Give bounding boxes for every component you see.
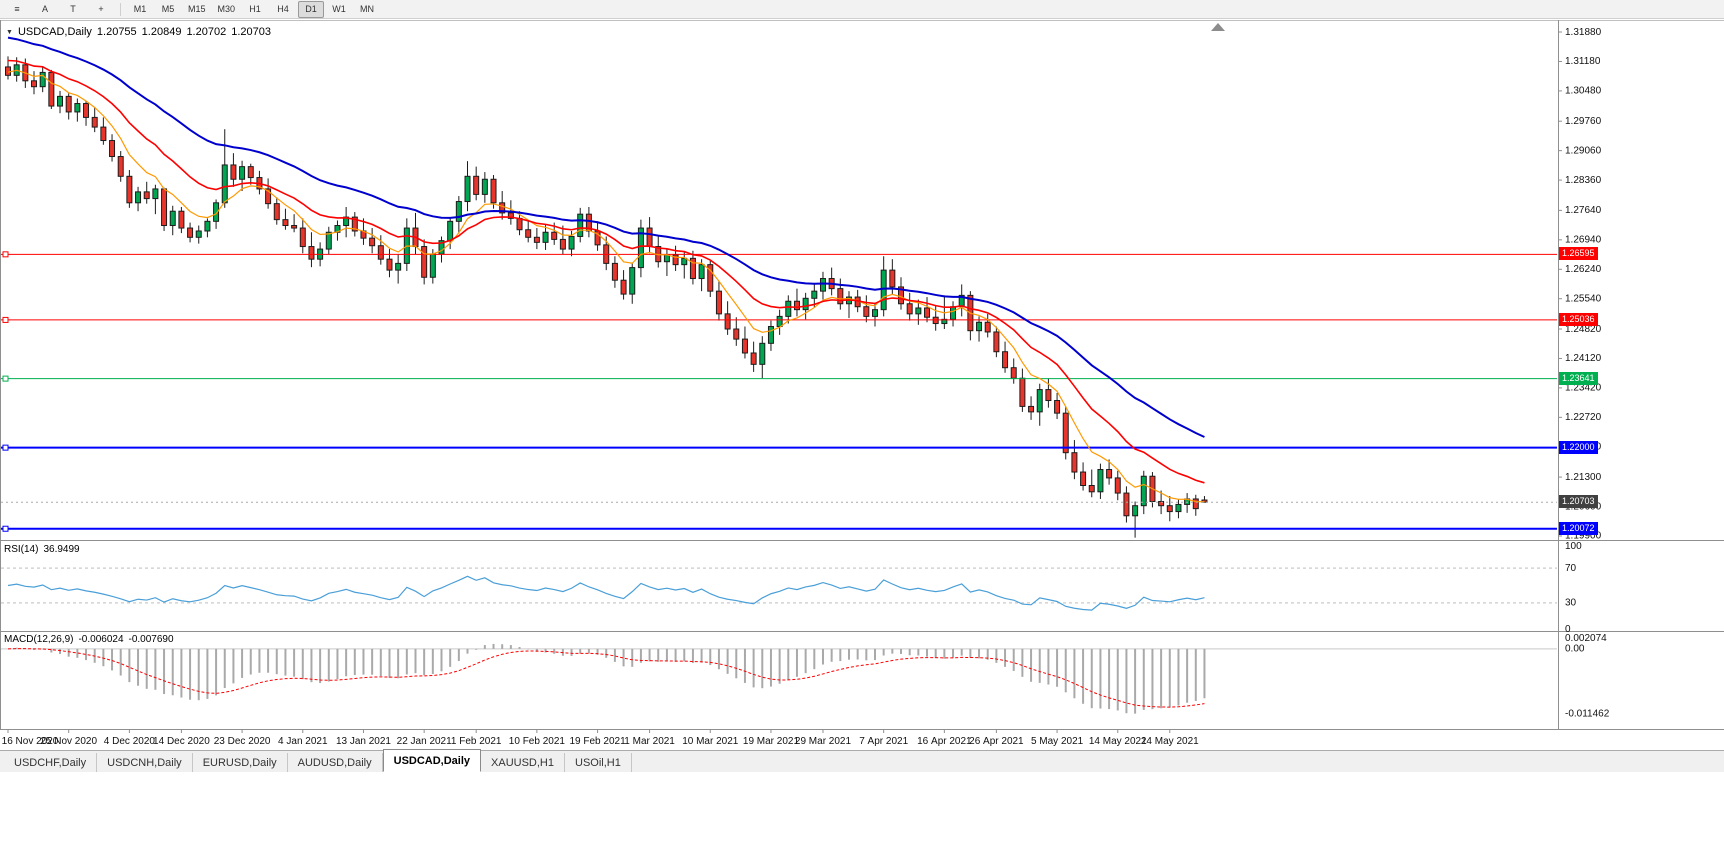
timeframe-button-m30[interactable]: M30 (217, 4, 236, 14)
tool-button-draw-tool[interactable]: + (98, 4, 104, 14)
timeframe-button-w1[interactable]: W1 (332, 4, 346, 14)
timeframe-button-h4[interactable]: H4 (277, 4, 289, 14)
price-tag-1.20703[interactable]: 1.20703 (1559, 495, 1598, 509)
top-toolbar: ≡ A T + M1 M5 M15 M30 H1 H4 D1 W1 MN (0, 0, 1724, 19)
timeframe-group: M1 M5 M15 M30 H1 H4 D1 W1 MN (126, 0, 381, 18)
price-tag-1.22000[interactable]: 1.22000 (1559, 440, 1598, 454)
price-tag-1.25036[interactable]: 1.25036 (1559, 312, 1598, 326)
timeframe-button-m1[interactable]: M1 (133, 4, 147, 14)
tool-button-cursor-tool[interactable]: A (41, 4, 48, 14)
ohlc-high: 1.20849 (141, 26, 182, 38)
symbol-dropdown-icon[interactable]: ▼ (6, 28, 13, 36)
price-tag-1.26595[interactable]: 1.26595 (1559, 247, 1598, 261)
timeframe-button-d1[interactable]: D1 (298, 0, 325, 18)
ohlc-close: 1.20703 (231, 26, 271, 38)
chart-area: ▼ USDCAD,Daily 1.20755 1.20849 1.20702 1… (0, 20, 1724, 750)
symbol-tab-usoil[interactable]: USOil,H1 (565, 753, 632, 772)
symbol-tab-audusd[interactable]: AUDUSD,Daily (288, 753, 383, 772)
tool-button-chart-list[interactable]: ≡ (14, 4, 20, 14)
timeframe-button-mn[interactable]: MN (360, 4, 375, 14)
price-tag-1.23641[interactable]: 1.23641 (1559, 371, 1598, 385)
symbol-tab-bar: USDCHF,Daily USDCNH,Daily EURUSD,Daily AUDU… (0, 749, 1724, 772)
price-scale-tags: 1.26595 1.25036 1.23641 1.22000 1.20072 1.207… (0, 20, 1724, 750)
rsi-name: RSI(14) (4, 544, 39, 555)
macd-main-value: -0.006024 (78, 634, 124, 645)
chart-tools-group: ≡ A T + (3, 1, 115, 18)
chart-symbol-period: USDCAD,Daily (17, 26, 92, 38)
ohlc-low: 1.20702 (186, 26, 227, 38)
price-chart-canvas[interactable] (0, 20, 1724, 750)
price-tag-1.20072[interactable]: 1.20072 (1559, 521, 1598, 535)
macd-indicator-label: MACD(12,26,9) -0.006024 -0.007690 (4, 634, 174, 645)
ohlc-open: 1.20755 (96, 26, 137, 38)
timeframe-button-m15[interactable]: M15 (188, 4, 206, 14)
rsi-indicator-label: RSI(14) 36.9499 (4, 544, 80, 555)
macd-name: MACD(12,26,9) (4, 634, 74, 645)
symbol-tab-usdcnh[interactable]: USDCNH,Daily (97, 753, 193, 772)
chart-title: ▼ USDCAD,Daily 1.20755 1.20849 1.20702 1… (6, 26, 271, 38)
timeframe-button-h1[interactable]: H1 (249, 4, 261, 14)
toolbar-separator (120, 2, 121, 16)
macd-signal-value: -0.007690 (128, 634, 174, 645)
rsi-value: 36.9499 (43, 544, 80, 555)
symbol-tab-usdchf[interactable]: USDCHF,Daily (4, 753, 98, 772)
tool-button-text-tool[interactable]: T (70, 4, 76, 14)
symbol-tab-eurusd[interactable]: EURUSD,Daily (193, 753, 288, 772)
symbol-tab-xauusd[interactable]: XAUUSD,H1 (481, 753, 565, 772)
symbol-tab-usdcad[interactable]: USDCAD,Daily (382, 749, 482, 772)
timeframe-button-m5[interactable]: M5 (161, 4, 175, 14)
